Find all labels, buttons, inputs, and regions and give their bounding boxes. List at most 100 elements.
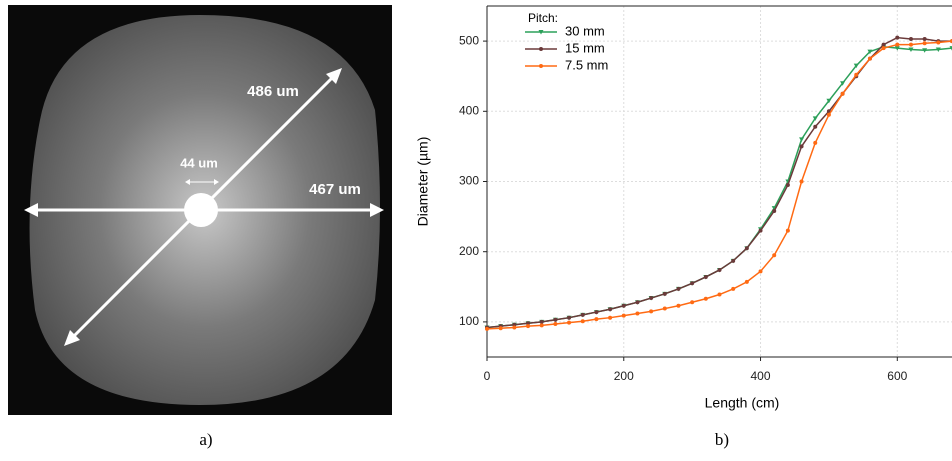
x-tick-label: 0 [484, 369, 491, 383]
marker [799, 137, 805, 142]
marker [717, 267, 722, 272]
marker [758, 228, 763, 233]
marker [594, 317, 599, 322]
annotation: 44 um [180, 155, 218, 170]
marker [744, 279, 749, 284]
marker [567, 320, 572, 325]
marker [621, 303, 626, 308]
marker [908, 42, 913, 47]
marker [539, 47, 543, 51]
marker [512, 325, 517, 330]
marker [799, 144, 804, 149]
arrow-head [185, 179, 190, 185]
marker [539, 64, 543, 68]
marker [539, 319, 544, 324]
marker [539, 323, 544, 328]
marker [553, 317, 558, 322]
marker [867, 56, 872, 61]
x-tick-label: 200 [614, 369, 634, 383]
marker [785, 183, 790, 188]
marker [895, 35, 900, 40]
marker [799, 179, 804, 184]
x-tick-label: 400 [751, 369, 771, 383]
marker [485, 326, 489, 331]
marker [662, 306, 667, 311]
marker [608, 315, 613, 320]
panel-a: 486 um 44 um 467 um [8, 5, 392, 415]
legend-label: 15 mm [565, 40, 605, 55]
marker [498, 326, 503, 331]
marker [731, 286, 736, 291]
marker [526, 324, 531, 329]
series-line [486, 40, 952, 330]
x-axis-label: Length (cm) [705, 395, 780, 411]
marker [649, 296, 654, 301]
marker [813, 140, 818, 145]
marker [621, 313, 626, 318]
marker [608, 307, 613, 312]
marker [717, 292, 722, 297]
y-axis-label: Diameter (µm) [415, 137, 431, 227]
marker [772, 208, 777, 213]
marker [854, 72, 859, 77]
marker [812, 116, 818, 121]
marker [731, 258, 736, 263]
marker [813, 124, 818, 129]
arrow-head [64, 330, 80, 346]
marker [922, 41, 927, 46]
y-tick-label: 300 [459, 174, 479, 188]
marker [785, 228, 790, 233]
series-line [486, 36, 952, 329]
y-tick-label: 500 [459, 33, 479, 47]
marker [594, 310, 599, 315]
marker [881, 46, 886, 51]
marker [690, 281, 695, 286]
marker [881, 42, 886, 47]
marker [908, 47, 914, 53]
marker [936, 40, 941, 45]
caption: a) [199, 430, 212, 449]
marker [676, 303, 681, 308]
marker [676, 286, 681, 291]
series-line [486, 45, 952, 329]
marker [690, 300, 695, 305]
marker [922, 48, 928, 53]
marker [935, 47, 941, 53]
y-tick-label: 200 [459, 244, 479, 258]
marker [826, 98, 832, 104]
legend-title: Pitch: [528, 11, 558, 25]
marker [772, 253, 777, 258]
marker [826, 112, 831, 117]
marker [553, 322, 558, 327]
legend-label: 7.5 mm [565, 57, 608, 72]
marker [580, 319, 585, 324]
y-tick-label: 400 [459, 103, 479, 117]
annotation: 486 um [247, 83, 299, 100]
marker [758, 269, 763, 274]
marker [867, 49, 873, 55]
marker [649, 309, 654, 314]
marker [538, 30, 544, 35]
x-tick-label: 600 [887, 369, 907, 383]
marker [949, 46, 952, 51]
arrow-head [24, 203, 38, 217]
marker [512, 322, 517, 327]
annotation: 467 um [309, 181, 361, 198]
marker [895, 42, 900, 47]
marker [703, 296, 708, 301]
marker [894, 46, 900, 51]
marker [840, 81, 846, 86]
caption: b) [715, 430, 729, 449]
marker [908, 36, 913, 41]
marker [662, 291, 667, 296]
marker [635, 311, 640, 316]
marker [526, 321, 531, 326]
marker [635, 300, 640, 305]
arrow-head [214, 179, 219, 185]
marker [853, 63, 859, 69]
arrow-head [326, 68, 342, 84]
marker [567, 315, 572, 320]
core [184, 193, 218, 227]
marker [703, 274, 708, 279]
